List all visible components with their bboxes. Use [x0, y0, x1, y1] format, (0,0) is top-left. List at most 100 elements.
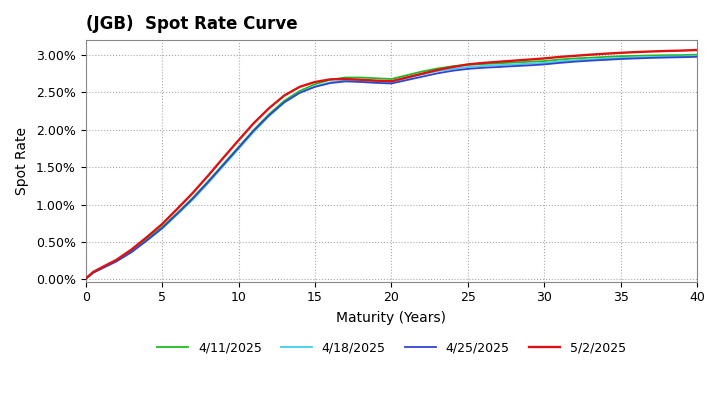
4/11/2025 — [265, 112, 274, 117]
4/11/2025 — [402, 73, 411, 78]
4/11/2025 — [433, 66, 441, 71]
4/18/2025 — [601, 56, 610, 61]
5/2/2025 — [112, 257, 120, 262]
4/18/2025 — [678, 54, 686, 59]
4/25/2025 — [433, 71, 441, 76]
4/11/2025 — [631, 53, 640, 58]
4/11/2025 — [570, 56, 579, 61]
4/11/2025 — [509, 60, 518, 65]
4/25/2025 — [372, 80, 380, 85]
5/2/2025 — [494, 59, 503, 64]
4/25/2025 — [219, 163, 228, 168]
4/18/2025 — [372, 79, 380, 84]
5/2/2025 — [295, 84, 304, 89]
4/25/2025 — [280, 100, 289, 105]
5/2/2025 — [189, 191, 197, 196]
4/11/2025 — [540, 58, 549, 63]
4/18/2025 — [295, 90, 304, 95]
4/11/2025 — [219, 162, 228, 167]
Y-axis label: Spot Rate: Spot Rate — [15, 127, 29, 195]
4/11/2025 — [464, 62, 472, 67]
4/18/2025 — [250, 129, 258, 134]
4/11/2025 — [143, 236, 151, 241]
Line: 4/25/2025: 4/25/2025 — [86, 57, 697, 279]
5/2/2025 — [662, 48, 671, 53]
X-axis label: Maturity (Years): Maturity (Years) — [336, 311, 446, 326]
4/18/2025 — [310, 84, 319, 89]
Line: 4/18/2025: 4/18/2025 — [86, 56, 697, 279]
5/2/2025 — [143, 235, 151, 240]
5/2/2025 — [678, 48, 686, 53]
4/25/2025 — [326, 81, 335, 86]
Line: 5/2/2025: 5/2/2025 — [86, 50, 697, 279]
4/25/2025 — [509, 63, 518, 68]
4/18/2025 — [693, 54, 701, 59]
4/11/2025 — [372, 76, 380, 81]
5/2/2025 — [693, 47, 701, 52]
4/25/2025 — [494, 65, 503, 70]
4/11/2025 — [356, 75, 365, 80]
4/11/2025 — [448, 64, 456, 69]
4/25/2025 — [96, 266, 105, 271]
5/2/2025 — [356, 77, 365, 82]
5/2/2025 — [310, 79, 319, 84]
4/11/2025 — [204, 179, 212, 184]
4/25/2025 — [127, 249, 136, 255]
5/2/2025 — [250, 121, 258, 126]
Legend: 4/11/2025, 4/18/2025, 4/25/2025, 5/2/2025: 4/11/2025, 4/18/2025, 4/25/2025, 5/2/202… — [152, 336, 631, 359]
4/11/2025 — [418, 69, 426, 74]
5/2/2025 — [509, 58, 518, 63]
4/25/2025 — [341, 79, 350, 84]
5/2/2025 — [219, 155, 228, 160]
4/18/2025 — [265, 113, 274, 118]
5/2/2025 — [372, 78, 380, 83]
4/18/2025 — [433, 68, 441, 74]
4/11/2025 — [555, 57, 564, 62]
4/18/2025 — [647, 55, 655, 60]
4/25/2025 — [693, 54, 701, 59]
4/11/2025 — [112, 258, 120, 263]
4/25/2025 — [586, 58, 595, 63]
4/11/2025 — [127, 249, 136, 254]
4/18/2025 — [631, 55, 640, 60]
5/2/2025 — [204, 173, 212, 178]
4/11/2025 — [387, 76, 396, 81]
4/18/2025 — [112, 259, 120, 264]
4/18/2025 — [479, 63, 487, 68]
5/2/2025 — [586, 52, 595, 57]
4/25/2025 — [555, 60, 564, 66]
5/2/2025 — [570, 53, 579, 58]
4/25/2025 — [402, 78, 411, 83]
4/18/2025 — [189, 197, 197, 202]
4/25/2025 — [189, 196, 197, 201]
5/2/2025 — [601, 51, 610, 56]
5/2/2025 — [158, 222, 166, 227]
4/25/2025 — [112, 259, 120, 264]
4/18/2025 — [173, 212, 181, 217]
4/25/2025 — [479, 65, 487, 70]
4/11/2025 — [89, 269, 98, 274]
5/2/2025 — [387, 79, 396, 84]
4/18/2025 — [402, 76, 411, 81]
4/25/2025 — [647, 55, 655, 60]
5/2/2025 — [265, 106, 274, 111]
4/18/2025 — [81, 276, 90, 281]
5/2/2025 — [341, 76, 350, 81]
4/25/2025 — [158, 226, 166, 231]
4/18/2025 — [464, 65, 472, 70]
5/2/2025 — [631, 50, 640, 55]
4/11/2025 — [310, 82, 319, 87]
4/18/2025 — [494, 63, 503, 68]
4/11/2025 — [189, 195, 197, 200]
4/25/2025 — [356, 79, 365, 84]
4/25/2025 — [662, 55, 671, 60]
5/2/2025 — [96, 265, 105, 270]
4/11/2025 — [586, 55, 595, 60]
4/18/2025 — [662, 54, 671, 59]
4/25/2025 — [631, 56, 640, 61]
5/2/2025 — [81, 276, 90, 281]
4/25/2025 — [616, 57, 625, 62]
5/2/2025 — [234, 138, 243, 143]
4/11/2025 — [479, 61, 487, 66]
4/18/2025 — [525, 61, 534, 66]
